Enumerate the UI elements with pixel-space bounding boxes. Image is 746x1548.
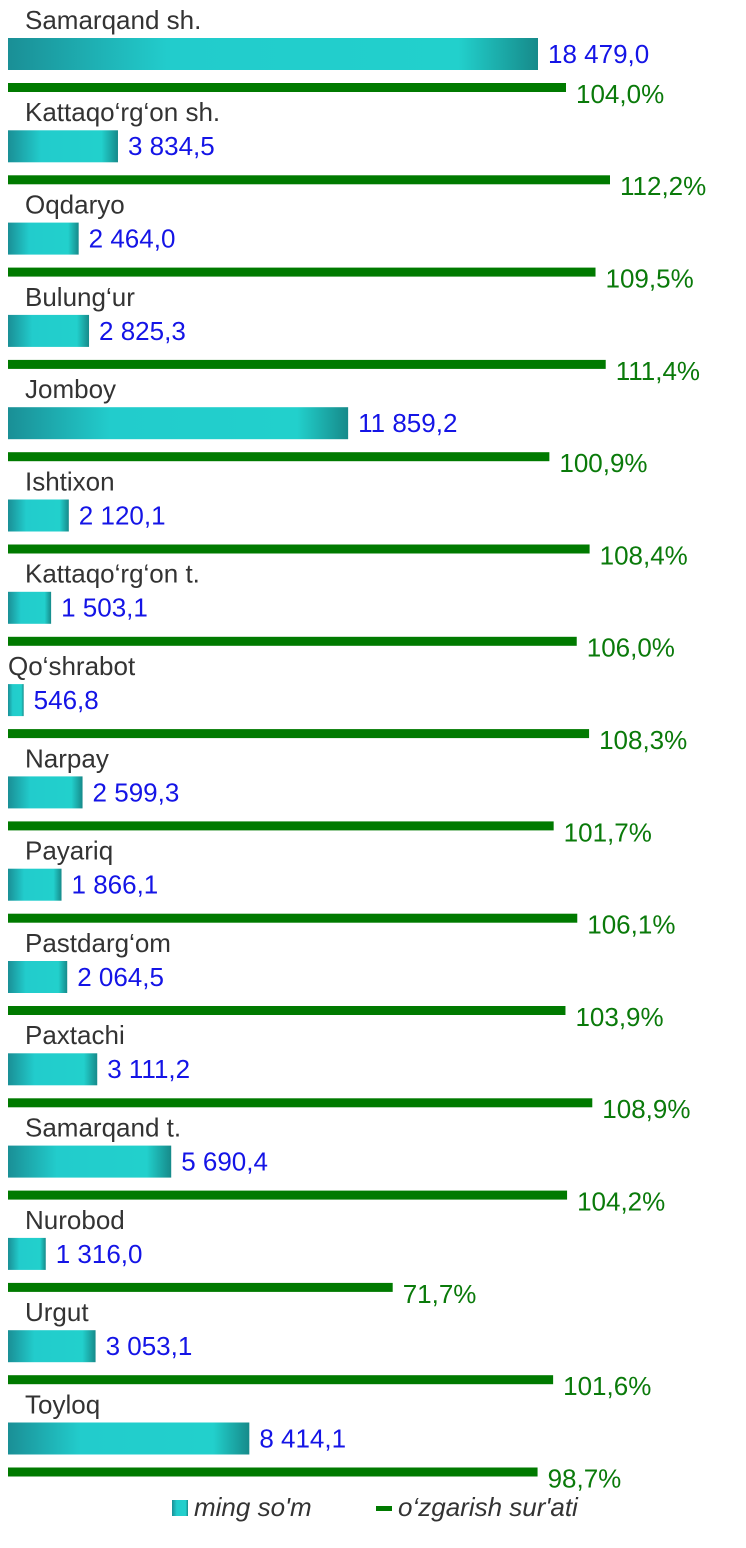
bar <box>8 913 578 923</box>
category-label: Pastdarg‘om <box>25 928 171 958</box>
value-label: 2 825,3 <box>99 316 186 346</box>
bar <box>8 1237 46 1270</box>
category-label: Nurobod <box>25 1205 125 1235</box>
value-label: 106,1% <box>587 910 675 940</box>
value-label: 2 599,3 <box>93 777 180 807</box>
value-label: 103,9% <box>575 1002 663 1032</box>
value-label: 2 064,5 <box>77 962 164 992</box>
bar <box>8 1098 593 1108</box>
value-label: 106,0% <box>587 633 675 663</box>
bar <box>8 1467 538 1477</box>
bar <box>8 1190 568 1200</box>
bar <box>8 359 606 369</box>
value-label: 3 834,5 <box>128 131 215 161</box>
category-label: Oqdaryo <box>25 189 125 219</box>
bar <box>8 222 79 255</box>
bar <box>8 684 24 717</box>
bar <box>8 1053 98 1086</box>
value-label: 3 111,2 <box>107 1054 190 1084</box>
value-label: 98,7% <box>548 1463 622 1493</box>
bar <box>8 130 118 163</box>
bar <box>8 83 567 92</box>
category-label: Bulung‘ur <box>25 282 135 312</box>
category-label: Samarqand t. <box>25 1112 181 1142</box>
bar <box>8 38 538 70</box>
value-label: 18 479,0 <box>548 39 649 69</box>
bar <box>8 961 68 993</box>
category-label: Qo‘shrabot <box>8 651 136 681</box>
value-label: 1 316,0 <box>56 1239 143 1269</box>
value-label: 71,7% <box>403 1279 477 1309</box>
bar <box>8 314 90 347</box>
value-label: 2 120,1 <box>79 500 166 530</box>
category-label: Jomboy <box>25 374 116 404</box>
bar <box>8 1375 554 1385</box>
legend-swatch <box>376 1506 392 1511</box>
value-label: 3 053,1 <box>106 1331 193 1361</box>
bar <box>8 1006 566 1015</box>
value-label: 104,0% <box>576 79 664 109</box>
value-label: 108,9% <box>602 1094 690 1124</box>
bar <box>8 544 590 554</box>
bar <box>8 1330 96 1363</box>
value-label: 111,4% <box>616 356 700 386</box>
value-label: 8 414,1 <box>259 1423 346 1453</box>
legend-label: ming so'm <box>194 1492 312 1522</box>
category-label: Narpay <box>25 743 109 773</box>
value-label: 5 690,4 <box>181 1146 268 1176</box>
category-label: Ishtixon <box>25 466 115 496</box>
bar <box>8 868 62 901</box>
legend-label: o‘zgarish sur'ati <box>398 1492 579 1522</box>
bar <box>8 729 590 739</box>
bar <box>8 452 550 462</box>
bar <box>8 499 69 532</box>
value-label: 2 464,0 <box>89 223 176 253</box>
value-label: 104,2% <box>577 1186 665 1216</box>
bar <box>8 407 349 440</box>
value-label: 546,8 <box>34 685 99 715</box>
bar <box>8 1422 250 1455</box>
value-label: 108,3% <box>599 725 687 755</box>
value-label: 1 503,1 <box>61 593 148 623</box>
bar <box>8 1282 393 1292</box>
value-label: 11 859,2 <box>358 408 457 438</box>
value-label: 101,7% <box>564 817 652 847</box>
legend-swatch <box>172 1500 188 1516</box>
bar <box>8 776 83 809</box>
value-label: 109,5% <box>606 263 694 293</box>
category-label: Kattaqo‘rg‘on t. <box>25 559 200 589</box>
bar <box>8 636 577 646</box>
category-label: Samarqand sh. <box>25 5 201 35</box>
bar <box>8 591 52 624</box>
category-label: Paxtachi <box>25 1020 125 1050</box>
bar <box>8 1145 172 1178</box>
category-label: Payariq <box>25 836 113 866</box>
category-label: Toyloq <box>25 1389 100 1419</box>
bar <box>8 267 596 277</box>
value-label: 1 866,1 <box>72 870 159 900</box>
value-label: 101,6% <box>563 1371 651 1401</box>
category-label: Kattaqo‘rg‘on sh. <box>25 97 220 127</box>
value-label: 108,4% <box>600 540 688 570</box>
bar <box>8 175 610 185</box>
value-label: 100,9% <box>559 448 647 478</box>
value-label: 112,2% <box>620 171 706 201</box>
category-label: Urgut <box>25 1297 89 1327</box>
bar <box>8 821 554 831</box>
